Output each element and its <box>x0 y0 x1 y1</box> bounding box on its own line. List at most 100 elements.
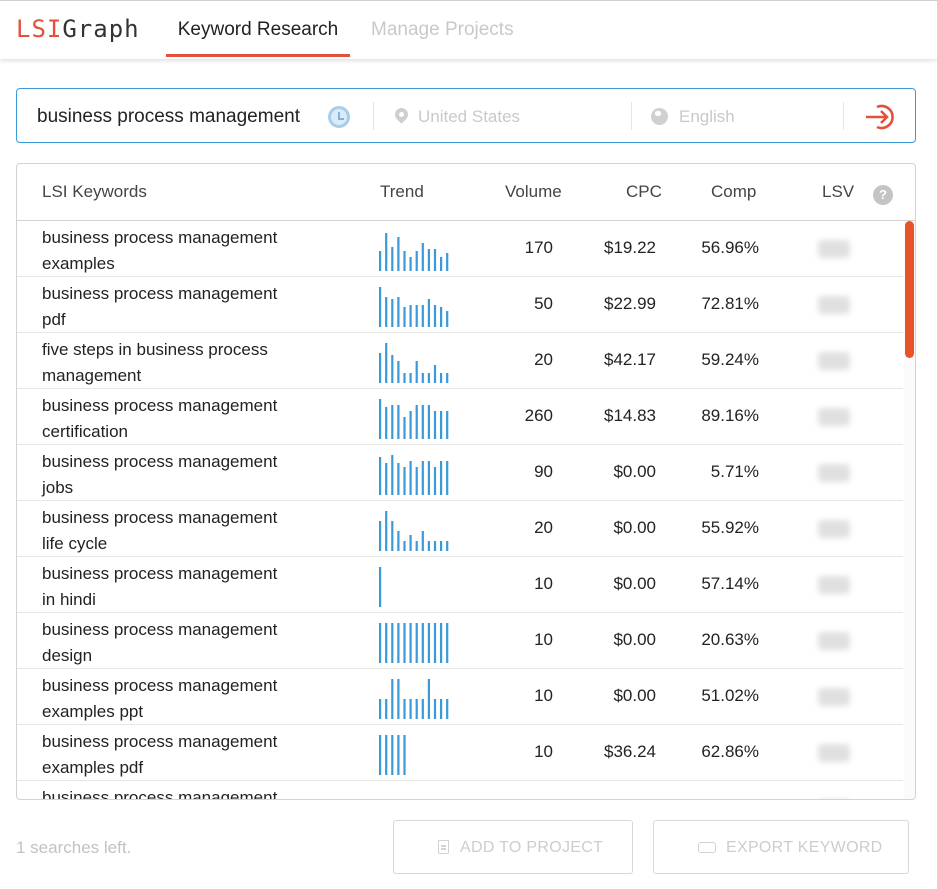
volume-cell: 50 <box>534 294 553 313</box>
comp-cell: 57.14% <box>701 574 759 593</box>
scrollbar-thumb[interactable] <box>905 221 914 358</box>
keywords-table: LSI Keywords Trend Volume CPC Comp LSV ?… <box>16 163 916 800</box>
trend-bar <box>446 699 449 719</box>
table-row[interactable]: business process management jobs 90 $0.00 5.… <box>17 445 903 501</box>
scrollbar-track[interactable] <box>904 221 915 799</box>
history-clock-icon[interactable] <box>328 106 350 128</box>
trend-bar <box>403 417 406 439</box>
keyword-cell: five steps in business process management <box>42 337 302 389</box>
trend-bar <box>440 623 443 663</box>
lsv-blurred-value <box>818 408 850 426</box>
trend-bar <box>427 249 430 271</box>
column-header-trend[interactable]: Trend <box>380 182 424 201</box>
cpc-cell: $0.00 <box>613 462 656 481</box>
submit-search-icon[interactable] <box>865 103 897 131</box>
column-header-volume[interactable]: Volume <box>505 182 562 201</box>
trend-bar <box>391 679 394 719</box>
trend-bar <box>446 253 449 271</box>
trend-bar <box>415 467 418 495</box>
trend-bar <box>440 411 443 439</box>
trend-sparkline <box>379 287 449 327</box>
trend-bar <box>403 699 406 719</box>
keyword-line: business process management <box>42 788 278 800</box>
trend-bar <box>427 405 430 439</box>
trend-bar <box>415 305 418 327</box>
keyword-cell: business process management life cycle <box>42 505 302 557</box>
lsv-help-icon[interactable]: ? <box>873 185 893 205</box>
table-row[interactable]: five steps in business process management… <box>17 333 903 389</box>
trend-bar <box>421 305 424 327</box>
keyword-search-input[interactable]: business process management <box>37 106 300 127</box>
trend-bar <box>391 299 394 327</box>
table-row[interactable]: business process management life cycle 20 $… <box>17 501 903 557</box>
trend-bar <box>385 699 388 719</box>
trend-sparkline <box>379 233 449 271</box>
table-body: business process management examples 170 $1… <box>17 221 903 800</box>
trend-bar <box>415 251 418 271</box>
column-header-comp[interactable]: Comp <box>711 182 757 201</box>
trend-bar <box>391 521 394 551</box>
cpc-cell: $0.00 <box>613 574 656 593</box>
lsv-blurred-value <box>818 240 850 258</box>
top-navigation-bar: LSIGraph Keyword Research Manage Project… <box>0 0 937 59</box>
table-row[interactable]: business process management examples pdf 1… <box>17 725 903 781</box>
trend-sparkline <box>379 791 459 800</box>
column-header-lsv[interactable]: LSV <box>822 182 855 201</box>
tab-keyword-research[interactable]: Keyword Research <box>166 19 350 57</box>
lsv-blurred-value <box>818 352 850 370</box>
trend-bar <box>409 373 412 383</box>
trend-bar <box>446 311 449 327</box>
table-row[interactable]: business process management examples ppt 1… <box>17 669 903 725</box>
trend-bar <box>385 297 388 327</box>
trend-bar <box>446 461 449 495</box>
language-select[interactable]: English <box>679 107 735 126</box>
document-icon <box>438 840 449 854</box>
trend-bar <box>385 735 388 775</box>
globe-icon <box>651 108 668 125</box>
trend-bar <box>397 405 400 439</box>
trend-bar <box>440 257 443 271</box>
keyword-cell: business process management design <box>42 617 302 669</box>
trend-bar <box>427 623 430 663</box>
cpc-cell: $0.00 <box>613 630 656 649</box>
table-row[interactable]: business process management design 10 $0.00… <box>17 613 903 669</box>
table-row[interactable]: business process management pdf 50 $22.99 72… <box>17 277 903 333</box>
keyword-cell: business process management jobs <box>42 449 302 501</box>
keyword-line: five steps in business process <box>42 340 268 359</box>
table-row[interactable]: business process management certification… <box>17 389 903 445</box>
trend-bar <box>379 251 382 271</box>
export-keyword-button[interactable]: EXPORT KEYWORD <box>653 820 909 874</box>
comp-cell: 20.63% <box>701 630 759 649</box>
tab-manage-projects[interactable]: Manage Projects <box>371 19 514 40</box>
add-to-project-button[interactable]: ADD TO PROJECT <box>393 820 633 874</box>
trend-bar <box>421 531 424 551</box>
keyword-cell: business process management pdf <box>42 281 302 333</box>
keyword-line: in hindi <box>42 590 96 609</box>
keyword-cell: business process management <box>42 785 302 800</box>
table-row[interactable]: business process management examples 170 $1… <box>17 221 903 277</box>
trend-bar <box>397 679 400 719</box>
trend-bar <box>391 455 394 495</box>
trend-bar <box>409 257 412 271</box>
lsigraph-logo[interactable]: LSIGraph <box>16 15 140 43</box>
keyword-line: business process management <box>42 228 278 247</box>
trend-bar <box>433 623 437 663</box>
volume-cell: 90 <box>534 462 553 481</box>
trend-bar <box>440 461 443 495</box>
comp-cell: 62.86% <box>701 742 759 761</box>
volume-cell: 10 <box>534 742 553 761</box>
trend-bar <box>379 399 382 439</box>
trend-bar <box>433 249 437 271</box>
country-select[interactable]: United States <box>418 107 521 126</box>
search-bar: business process management United State… <box>16 88 916 143</box>
table-row[interactable]: business process management in hindi 10 $0.… <box>17 557 903 613</box>
lsv-blurred-value <box>818 632 850 650</box>
column-header-lsi-keywords[interactable]: LSI Keywords <box>42 182 147 201</box>
trend-bar <box>446 373 449 383</box>
volume-cell: 10 <box>534 574 553 593</box>
trend-bar <box>379 735 382 775</box>
column-header-cpc[interactable]: CPC <box>626 182 662 201</box>
search-divider <box>373 102 374 130</box>
table-row[interactable]: business process management <box>17 781 903 800</box>
searches-left-text: 1 searches left. <box>16 838 132 857</box>
